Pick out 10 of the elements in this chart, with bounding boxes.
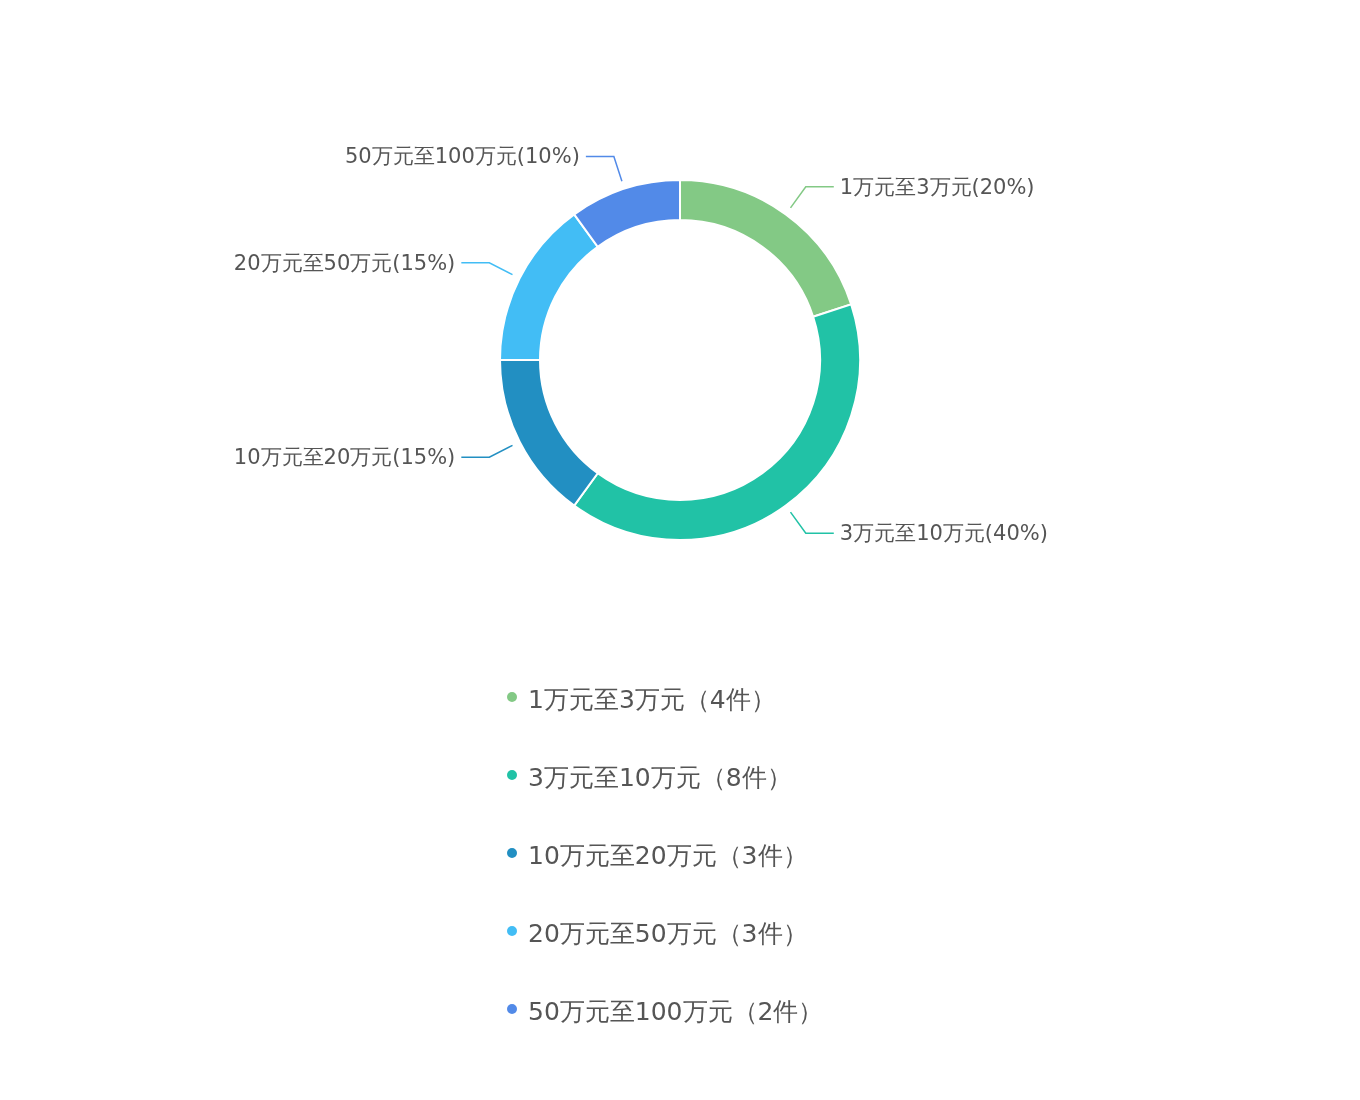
data-label: 10万元至20万元(15%)	[233, 445, 456, 470]
data-label: 3万元至10万元(40%)	[839, 521, 1048, 546]
legend-label: 10万元至20万元（3件）	[528, 841, 808, 870]
data-label: 1万元至3万元(20%)	[839, 174, 1035, 199]
legend-label: 1万元至3万元（4件）	[528, 685, 776, 714]
legend-label: 3万元至10万元（8件）	[528, 763, 792, 792]
data-label: 20万元至50万元(15%)	[233, 250, 456, 275]
legend-label: 20万元至50万元（3件）	[528, 919, 808, 948]
data-label: 50万元至100万元(10%)	[345, 144, 580, 169]
legend-label: 50万元至100万元（2件）	[528, 997, 824, 1026]
